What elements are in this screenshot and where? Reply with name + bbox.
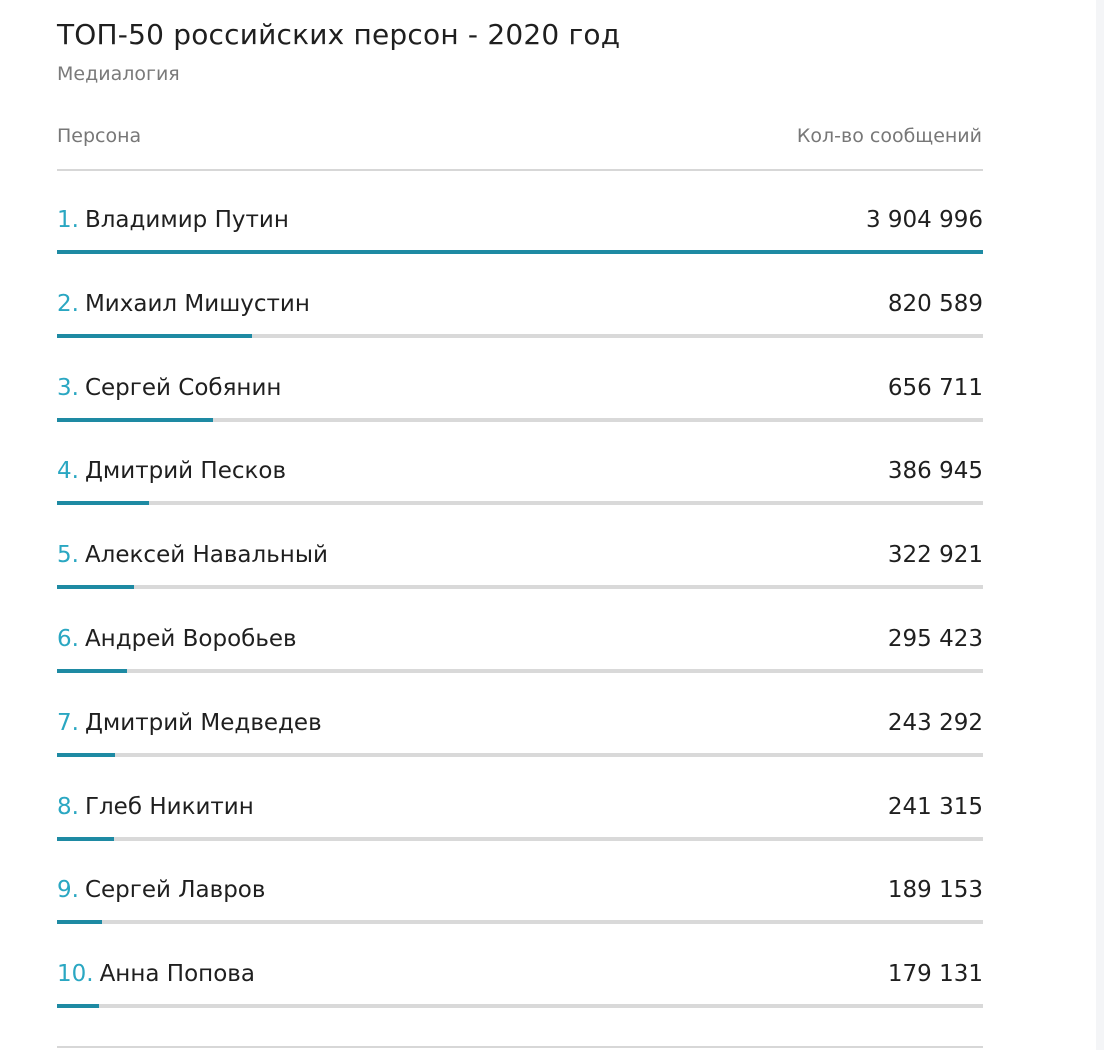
person-name: Сергей Лавров <box>84 877 266 904</box>
bar-track <box>57 836 983 841</box>
person-name: Дмитрий Медведев <box>84 709 322 736</box>
rank-number: 6. <box>57 625 79 652</box>
ranking-row: 6. Андрей Воробьев 295 423 <box>57 621 983 705</box>
bar-fill <box>57 920 102 925</box>
rank-number: 3. <box>57 374 79 401</box>
message-count: 189 153 <box>887 877 983 904</box>
ranking-row: 9. Сергей Лавров 189 153 <box>57 872 983 956</box>
ranking-row: 2. Михаил Мишустин 820 589 <box>57 286 983 370</box>
bar-fill <box>57 250 983 254</box>
message-count: 3 904 996 <box>865 207 983 233</box>
message-count: 656 711 <box>887 374 983 401</box>
person-label: 5. Алексей Навальный <box>57 542 328 568</box>
bar-track <box>57 333 983 338</box>
chart-source: Медиалогия <box>57 63 180 85</box>
person-label: 2. Михаил Мишустин <box>57 291 310 317</box>
person-label: 8. Глеб Никитин <box>57 794 254 820</box>
scroll-gutter <box>1096 0 1104 1050</box>
ranking-row: 4. Дмитрий Песков 386 945 <box>57 453 983 537</box>
message-count: 241 315 <box>887 793 983 820</box>
bar-fill <box>57 836 115 841</box>
message-count: 243 292 <box>887 709 983 736</box>
rank-number: 2. <box>57 290 79 317</box>
bar-track <box>57 668 983 673</box>
person-label: 7. Дмитрий Медведев <box>57 710 322 736</box>
person-name: Михаил Мишустин <box>84 290 310 317</box>
ranking-row: 8. Глеб Никитин 241 315 <box>57 789 983 873</box>
rank-number: 5. <box>57 542 79 569</box>
ranking-row: 5. Алексей Навальный 322 921 <box>57 537 983 621</box>
message-count: 322 921 <box>887 542 983 569</box>
bar-track <box>57 920 983 925</box>
column-header-count: Кол-во сообщений <box>796 125 982 147</box>
person-label: 3. Сергей Собянин <box>57 375 281 401</box>
rank-number: 8. <box>57 793 79 820</box>
ranking-row: 1. Владимир Путин 3 904 996 <box>57 202 983 286</box>
rank-number: 1. <box>57 207 79 233</box>
bar-fill <box>57 752 115 757</box>
bar-fill <box>57 417 213 422</box>
message-count: 295 423 <box>887 625 983 652</box>
ranking-row: 7. Дмитрий Медведев 243 292 <box>57 705 983 789</box>
rank-number: 10. <box>57 961 94 988</box>
header-divider <box>57 169 983 171</box>
person-label: 9. Сергей Лавров <box>57 877 265 903</box>
message-count: 820 589 <box>887 290 983 317</box>
bar-fill <box>57 501 149 506</box>
rank-number: 7. <box>57 709 79 736</box>
message-count: 386 945 <box>887 458 983 485</box>
person-name: Дмитрий Песков <box>84 458 287 485</box>
ranking-row: 10. Анна Попова 179 131 <box>57 956 983 1040</box>
column-header-person: Персона <box>57 125 142 147</box>
message-count: 179 131 <box>887 961 983 988</box>
bar-track <box>57 250 983 254</box>
rank-number: 9. <box>57 877 79 904</box>
bar-track <box>57 585 983 590</box>
chart-title: ТОП-50 российских персон - 2020 год <box>57 18 621 51</box>
bar-track <box>57 1004 983 1009</box>
footer-divider <box>57 1046 983 1048</box>
person-label: 10. Анна Попова <box>57 961 255 987</box>
rank-number: 4. <box>57 458 79 485</box>
ranking-list: 1. Владимир Путин 3 904 996 2. Михаил Мишуст… <box>57 202 983 1040</box>
person-name: Алексей Навальный <box>84 542 328 569</box>
person-label: 6. Андрей Воробьев <box>57 626 297 652</box>
bar-track <box>57 501 983 506</box>
ranking-row: 3. Сергей Собянин 656 711 <box>57 370 983 454</box>
bar-track <box>57 417 983 422</box>
person-name: Сергей Собянин <box>84 374 282 401</box>
person-name: Владимир Путин <box>84 207 289 233</box>
person-name: Глеб Никитин <box>84 793 254 820</box>
person-label: 4. Дмитрий Песков <box>57 458 286 484</box>
bar-fill <box>57 1004 100 1009</box>
bar-fill <box>57 585 134 590</box>
person-label: 1. Владимир Путин <box>57 207 289 233</box>
bar-fill <box>57 333 252 338</box>
bar-fill <box>57 668 128 673</box>
bar-track <box>57 752 983 757</box>
person-name: Анна Попова <box>99 961 255 988</box>
person-name: Андрей Воробьев <box>84 625 297 652</box>
